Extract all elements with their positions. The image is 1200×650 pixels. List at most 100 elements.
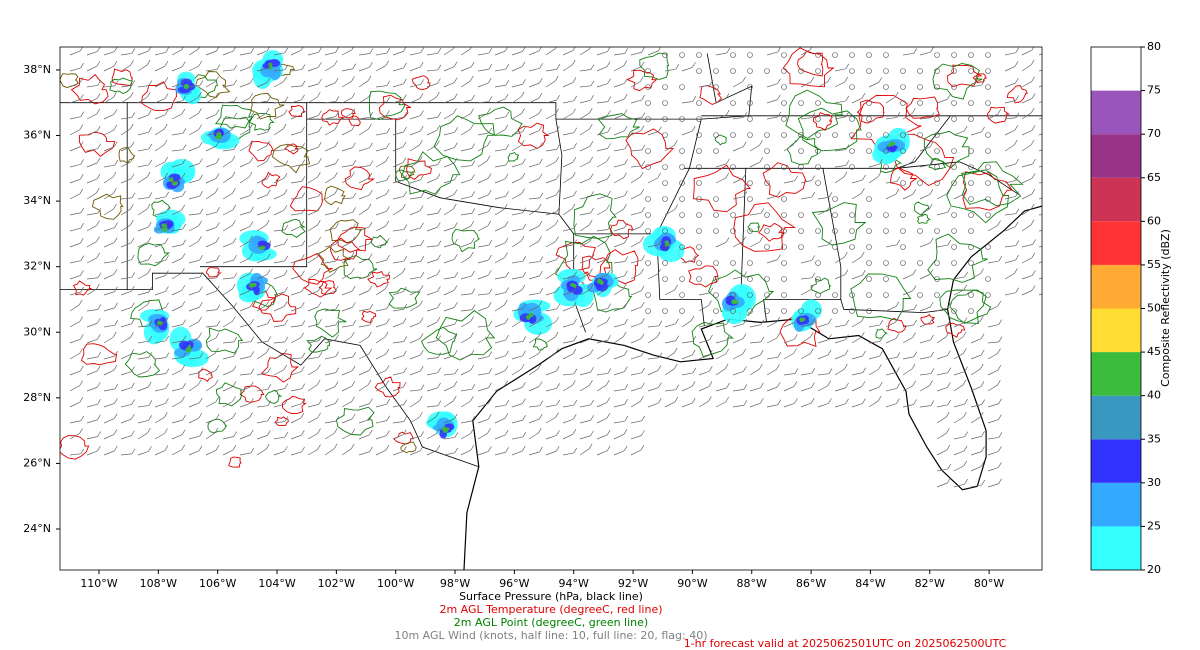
wind-barb [103, 260, 115, 264]
calm-wind [883, 228, 889, 234]
calm-wind [645, 84, 651, 90]
wind-barb [198, 445, 203, 451]
wind-barb [844, 269, 849, 275]
wind-barb [494, 98, 506, 104]
wind-barb [307, 224, 318, 232]
dewpoint-contour [214, 104, 254, 129]
wind-barb [205, 146, 217, 152]
wind-barb [970, 368, 981, 376]
wind-barb [749, 341, 761, 344]
wind-barb [273, 209, 285, 216]
wind-barb [562, 291, 574, 296]
wind-barb [715, 114, 727, 120]
wind-barb [249, 285, 254, 291]
wind-barb [307, 96, 318, 104]
wind-barb [692, 255, 696, 261]
wind-barb [80, 159, 84, 165]
dewpoint-contour [124, 351, 161, 378]
wind-barb [79, 124, 84, 131]
wind-barb [154, 259, 166, 264]
wind-barb [470, 332, 474, 338]
wind-barb [800, 117, 812, 120]
wind-barb [232, 188, 236, 194]
calm-wind [866, 132, 872, 138]
wind-barb [477, 52, 489, 56]
wind-barb [641, 94, 645, 101]
wind-barb [79, 396, 84, 403]
wind-barb [630, 176, 641, 184]
wind-barb [828, 368, 833, 374]
calm-wind [934, 228, 940, 234]
wind-barb [936, 336, 947, 344]
wind-barb [137, 96, 148, 104]
wind-barb [369, 142, 373, 148]
temperature-contour [779, 313, 821, 348]
wind-barb [386, 206, 390, 212]
wind-barb [266, 156, 270, 162]
dewpoint-contour [215, 382, 243, 407]
wind-barb [573, 223, 578, 229]
wind-barb [120, 117, 132, 120]
wind-barb [205, 114, 217, 120]
calm-wind [645, 260, 651, 266]
dewpoint-contour [939, 289, 987, 324]
wind-barb [239, 116, 251, 120]
wind-barb [171, 244, 183, 248]
wind-barb [137, 432, 148, 440]
wind-barb [358, 128, 369, 136]
wind-barb [409, 370, 421, 376]
wind-barb [511, 355, 523, 360]
wind-barb [324, 324, 336, 328]
wind-barb [970, 466, 982, 472]
wind-barb [613, 323, 625, 328]
wind-barb [596, 178, 608, 184]
wind-barb [573, 271, 578, 277]
wind-barb [845, 95, 850, 102]
wind-barb [613, 420, 625, 424]
calm-wind [866, 148, 872, 154]
wind-barb [222, 436, 234, 440]
wind-barb [137, 451, 149, 456]
wind-barb [165, 368, 170, 374]
calm-wind [917, 84, 923, 90]
wind-barb [811, 382, 815, 388]
wind-barb [538, 125, 543, 131]
wind-barb [222, 370, 234, 376]
wind-barb [946, 188, 951, 195]
wind-barb [290, 114, 302, 120]
wind-barb [249, 268, 253, 274]
wind-barb [437, 112, 442, 118]
wind-barb [1038, 149, 1042, 152]
wind-barb [641, 255, 645, 261]
wind-barb [307, 340, 319, 344]
wind-barb [334, 428, 338, 434]
wind-barb [409, 400, 420, 408]
wind-barb [691, 397, 696, 404]
wind-barb [641, 144, 646, 151]
wind-barb [624, 256, 629, 262]
wind-barb [562, 373, 574, 376]
wind-barb [817, 81, 828, 88]
wind-barb [375, 52, 387, 56]
wind-barb [182, 239, 187, 245]
wind-barb [284, 64, 289, 70]
wind-barb [929, 237, 934, 244]
wind-barb [929, 317, 934, 323]
wind-barb [658, 320, 663, 326]
wind-barb [469, 75, 474, 82]
wind-barb [556, 174, 560, 180]
wind-barb [324, 290, 336, 296]
wind-barb [987, 353, 998, 360]
wind-barb [606, 284, 610, 290]
wind-barb [171, 324, 183, 328]
wind-barb [579, 145, 591, 152]
wind-barb [182, 352, 187, 358]
dewpoint-contour [928, 157, 947, 171]
wind-barb [113, 269, 118, 275]
wind-barb [358, 258, 370, 264]
dewpoint-contour [239, 385, 265, 403]
wind-barb [732, 353, 743, 360]
wind-barb [732, 196, 744, 200]
wind-barb [545, 241, 556, 248]
wind-barb [579, 99, 591, 104]
